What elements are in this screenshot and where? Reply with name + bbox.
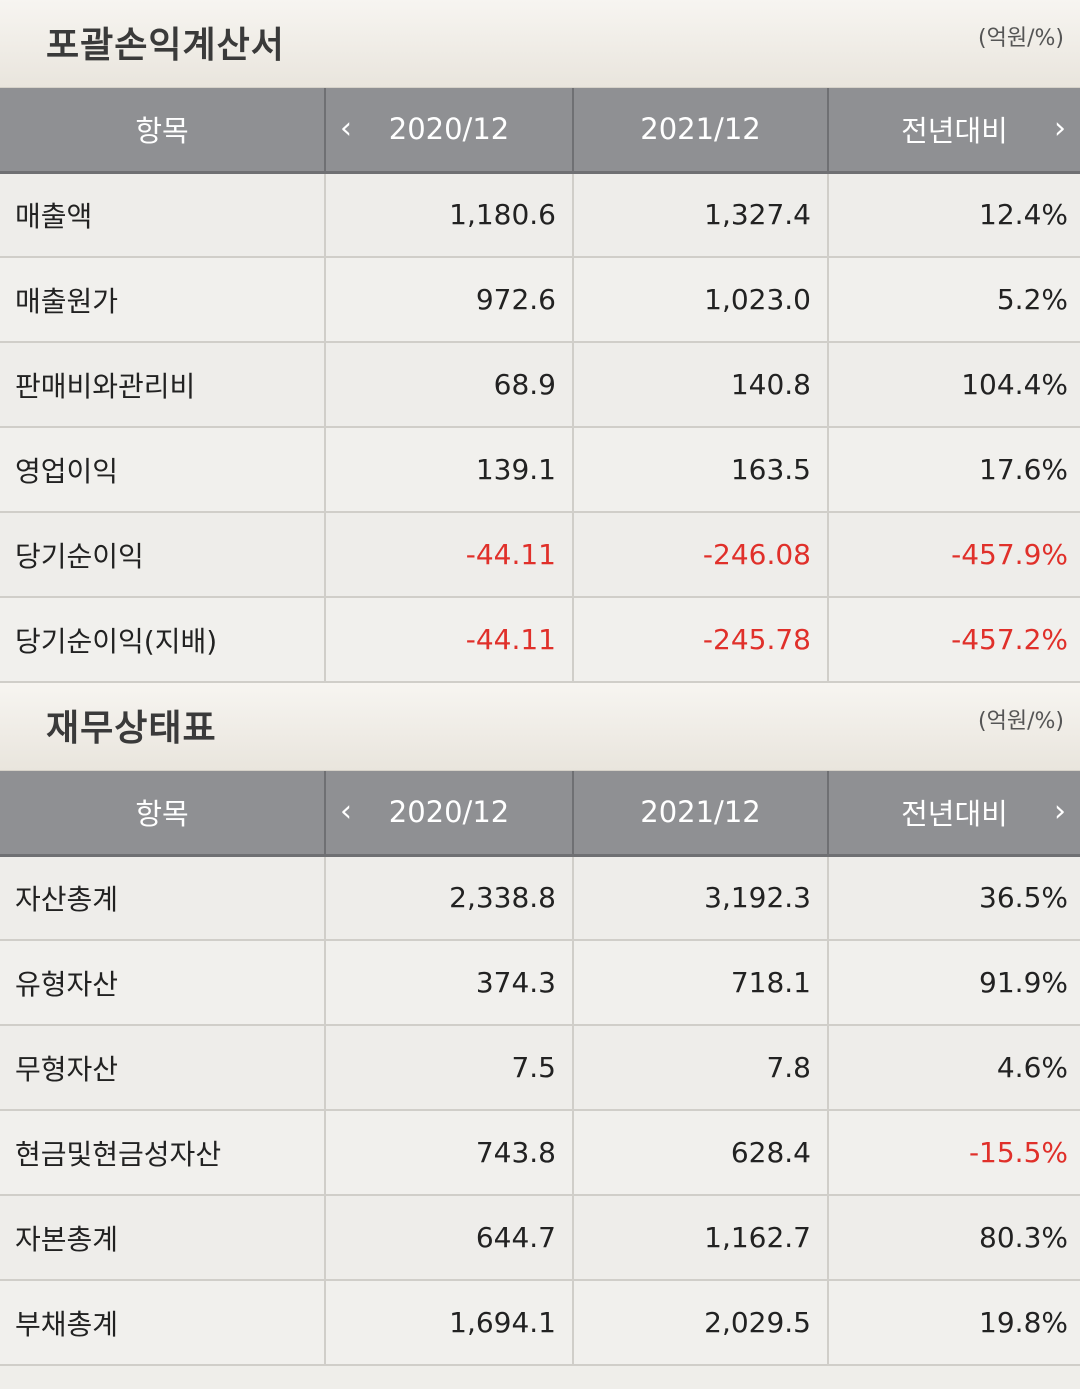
value-yoy: 80.3% bbox=[828, 1195, 1080, 1281]
balance-header-2020-label: 2020/12 bbox=[388, 795, 510, 830]
value-2020: 1,180.6 bbox=[325, 172, 574, 258]
income-table-body: 매출액 1,180.6 1,327.4 12.4% 매출원가 972.6 1,023.0 5.… bbox=[0, 172, 1080, 683]
income-unit-label: (억원/%) bbox=[978, 26, 1064, 51]
value-2020: 644.7 bbox=[325, 1195, 574, 1281]
table-row: 매출원가 972.6 1,023.0 5.2% bbox=[0, 257, 1080, 343]
balance-header-2021: 2021/12 bbox=[573, 771, 829, 857]
chevron-right-icon[interactable]: › bbox=[1054, 111, 1066, 147]
row-label: 부채총계 bbox=[0, 1280, 326, 1366]
chevron-left-icon[interactable]: ‹ bbox=[340, 794, 352, 830]
table-row: 무형자산 7.5 7.8 4.6% bbox=[0, 1025, 1080, 1111]
value-2021: -246.08 bbox=[573, 512, 829, 598]
value-yoy: 12.4% bbox=[828, 172, 1080, 258]
value-2021: 140.8 bbox=[573, 342, 829, 428]
table-row: 영업이익 139.1 163.5 17.6% bbox=[0, 427, 1080, 513]
value-2020: -44.11 bbox=[325, 512, 574, 598]
balance-header-2020: ‹ 2020/12 bbox=[325, 771, 574, 857]
row-label: 판매비와관리비 bbox=[0, 342, 326, 428]
balance-section-title: 재무상태표 bbox=[46, 708, 217, 749]
row-label: 유형자산 bbox=[0, 940, 326, 1026]
balance-header-row: 항목 ‹ 2020/12 2021/12 전년대비 › bbox=[0, 771, 1080, 857]
value-2021: 163.5 bbox=[573, 427, 829, 513]
income-header-yoy: 전년대비 › bbox=[828, 88, 1080, 174]
value-2021: 628.4 bbox=[573, 1110, 829, 1196]
table-row: 매출액 1,180.6 1,327.4 12.4% bbox=[0, 172, 1080, 258]
value-2020: 68.9 bbox=[325, 342, 574, 428]
row-label: 당기순이익 bbox=[0, 512, 326, 598]
row-label: 자본총계 bbox=[0, 1195, 326, 1281]
value-2021: 718.1 bbox=[573, 940, 829, 1026]
income-header-2021: 2021/12 bbox=[573, 88, 829, 174]
value-2021: 3,192.3 bbox=[573, 855, 829, 941]
income-section-title: 포괄손익계산서 bbox=[46, 25, 285, 66]
income-header-item: 항목 bbox=[0, 88, 326, 174]
value-2021: 7.8 bbox=[573, 1025, 829, 1111]
value-yoy: -457.2% bbox=[828, 597, 1080, 683]
value-yoy: 17.6% bbox=[828, 427, 1080, 513]
table-row: 부채총계 1,694.1 2,029.5 19.8% bbox=[0, 1280, 1080, 1366]
value-2021: 2,029.5 bbox=[573, 1280, 829, 1366]
balance-section-header: 재무상태표 (억원/%) bbox=[0, 683, 1080, 771]
value-2020: 7.5 bbox=[325, 1025, 574, 1111]
balance-header-item: 항목 bbox=[0, 771, 326, 857]
value-yoy: 91.9% bbox=[828, 940, 1080, 1026]
value-2020: 139.1 bbox=[325, 427, 574, 513]
income-header-yoy-label: 전년대비 bbox=[901, 114, 1008, 149]
row-label: 무형자산 bbox=[0, 1025, 326, 1111]
row-label: 매출액 bbox=[0, 172, 326, 258]
balance-header-yoy-label: 전년대비 bbox=[901, 797, 1008, 832]
value-yoy: 19.8% bbox=[828, 1280, 1080, 1366]
table-row: 자산총계 2,338.8 3,192.3 36.5% bbox=[0, 855, 1080, 941]
value-2021: 1,023.0 bbox=[573, 257, 829, 343]
table-row: 유형자산 374.3 718.1 91.9% bbox=[0, 940, 1080, 1026]
balance-unit-label: (억원/%) bbox=[978, 709, 1064, 734]
value-2020: 743.8 bbox=[325, 1110, 574, 1196]
value-2020: 1,694.1 bbox=[325, 1280, 574, 1366]
value-2020: -44.11 bbox=[325, 597, 574, 683]
balance-table: 항목 ‹ 2020/12 2021/12 전년대비 › 자산총계 2,338.8 3… bbox=[0, 771, 1080, 1366]
value-yoy: -457.9% bbox=[828, 512, 1080, 598]
row-label: 현금및현금성자산 bbox=[0, 1110, 326, 1196]
value-2021: 1,162.7 bbox=[573, 1195, 829, 1281]
row-label: 당기순이익(지배) bbox=[0, 597, 326, 683]
value-2020: 2,338.8 bbox=[325, 855, 574, 941]
value-yoy: 104.4% bbox=[828, 342, 1080, 428]
table-row: 자본총계 644.7 1,162.7 80.3% bbox=[0, 1195, 1080, 1281]
row-label: 영업이익 bbox=[0, 427, 326, 513]
income-header-row: 항목 ‹ 2020/12 2021/12 전년대비 › bbox=[0, 88, 1080, 174]
income-section-header: 포괄손익계산서 (억원/%) bbox=[0, 0, 1080, 88]
table-row: 현금및현금성자산 743.8 628.4 -15.5% bbox=[0, 1110, 1080, 1196]
value-yoy: -15.5% bbox=[828, 1110, 1080, 1196]
chevron-right-icon[interactable]: › bbox=[1054, 794, 1066, 830]
income-table: 항목 ‹ 2020/12 2021/12 전년대비 › 매출액 1,180.6 1,… bbox=[0, 88, 1080, 683]
row-label: 매출원가 bbox=[0, 257, 326, 343]
value-yoy: 36.5% bbox=[828, 855, 1080, 941]
table-row: 당기순이익(지배) -44.11 -245.78 -457.2% bbox=[0, 597, 1080, 683]
table-row: 당기순이익 -44.11 -246.08 -457.9% bbox=[0, 512, 1080, 598]
balance-table-body: 자산총계 2,338.8 3,192.3 36.5% 유형자산 374.3 718.1 91.… bbox=[0, 855, 1080, 1366]
value-2020: 972.6 bbox=[325, 257, 574, 343]
row-label: 자산총계 bbox=[0, 855, 326, 941]
income-header-2020: ‹ 2020/12 bbox=[325, 88, 574, 174]
value-2021: -245.78 bbox=[573, 597, 829, 683]
chevron-left-icon[interactable]: ‹ bbox=[340, 111, 352, 147]
value-2021: 1,327.4 bbox=[573, 172, 829, 258]
table-row: 판매비와관리비 68.9 140.8 104.4% bbox=[0, 342, 1080, 428]
balance-header-yoy: 전년대비 › bbox=[828, 771, 1080, 857]
value-yoy: 4.6% bbox=[828, 1025, 1080, 1111]
value-yoy: 5.2% bbox=[828, 257, 1080, 343]
value-2020: 374.3 bbox=[325, 940, 574, 1026]
income-header-2020-label: 2020/12 bbox=[388, 112, 510, 147]
